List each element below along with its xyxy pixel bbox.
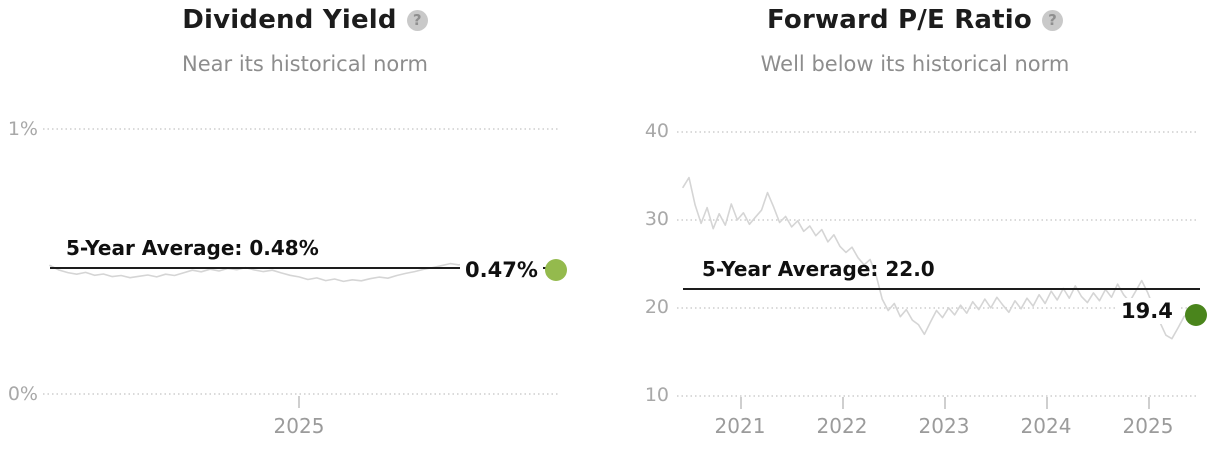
x-axis-label: 2022 <box>816 414 868 438</box>
x-axis-label: 2021 <box>714 414 766 438</box>
chart-subtitle: Near its historical norm <box>182 52 428 76</box>
gridline <box>43 128 560 130</box>
gridline <box>677 307 1198 309</box>
gridline <box>677 131 1198 133</box>
y-axis-label: 10 <box>644 384 669 406</box>
y-axis-label: 1% <box>7 118 38 140</box>
y-axis-label: 20 <box>644 296 669 318</box>
axis-tick <box>298 396 300 408</box>
chart-title: Dividend Yield <box>182 5 397 35</box>
average-label: 5-Year Average: 22.0 <box>702 257 935 281</box>
forward-pe-title-row: Forward P/E Ratio ? <box>610 5 1220 35</box>
x-axis-label: 2025 <box>1122 414 1174 438</box>
axis-tick <box>1148 397 1150 409</box>
dividend-yield-title-row: Dividend Yield ? <box>0 5 610 35</box>
current-value-label: 0.47% <box>460 257 543 283</box>
x-axis-label: 2023 <box>918 414 970 438</box>
dividend-yield-panel: Dividend Yield ? Near its historical nor… <box>0 5 610 438</box>
x-axis-label: 2024 <box>1020 414 1072 438</box>
gridline <box>677 219 1198 221</box>
average-label: 5-Year Average: 0.48% <box>66 236 319 260</box>
help-icon[interactable]: ? <box>406 9 428 31</box>
forward-pe-panel: Forward P/E Ratio ? Well below its histo… <box>610 0 1220 453</box>
chart-title: Forward P/E Ratio <box>767 5 1032 35</box>
y-axis-label: 40 <box>644 120 669 142</box>
y-axis-label: 30 <box>644 208 669 230</box>
chart-subtitle: Well below its historical norm <box>760 52 1070 76</box>
help-icon[interactable]: ? <box>1041 9 1063 31</box>
axis-tick <box>944 397 946 409</box>
current-value-label: 19.4 <box>1116 298 1178 324</box>
current-value-dot <box>545 259 567 281</box>
axis-tick <box>740 397 742 409</box>
current-value-dot <box>1185 304 1207 326</box>
gridline <box>677 395 1198 397</box>
gridline <box>43 393 560 395</box>
axis-tick <box>842 397 844 409</box>
axis-tick <box>1046 397 1048 409</box>
average-line <box>683 288 1200 290</box>
x-axis-label: 2025 <box>273 414 325 438</box>
y-axis-label: 0% <box>7 383 38 405</box>
average-line <box>50 267 553 269</box>
